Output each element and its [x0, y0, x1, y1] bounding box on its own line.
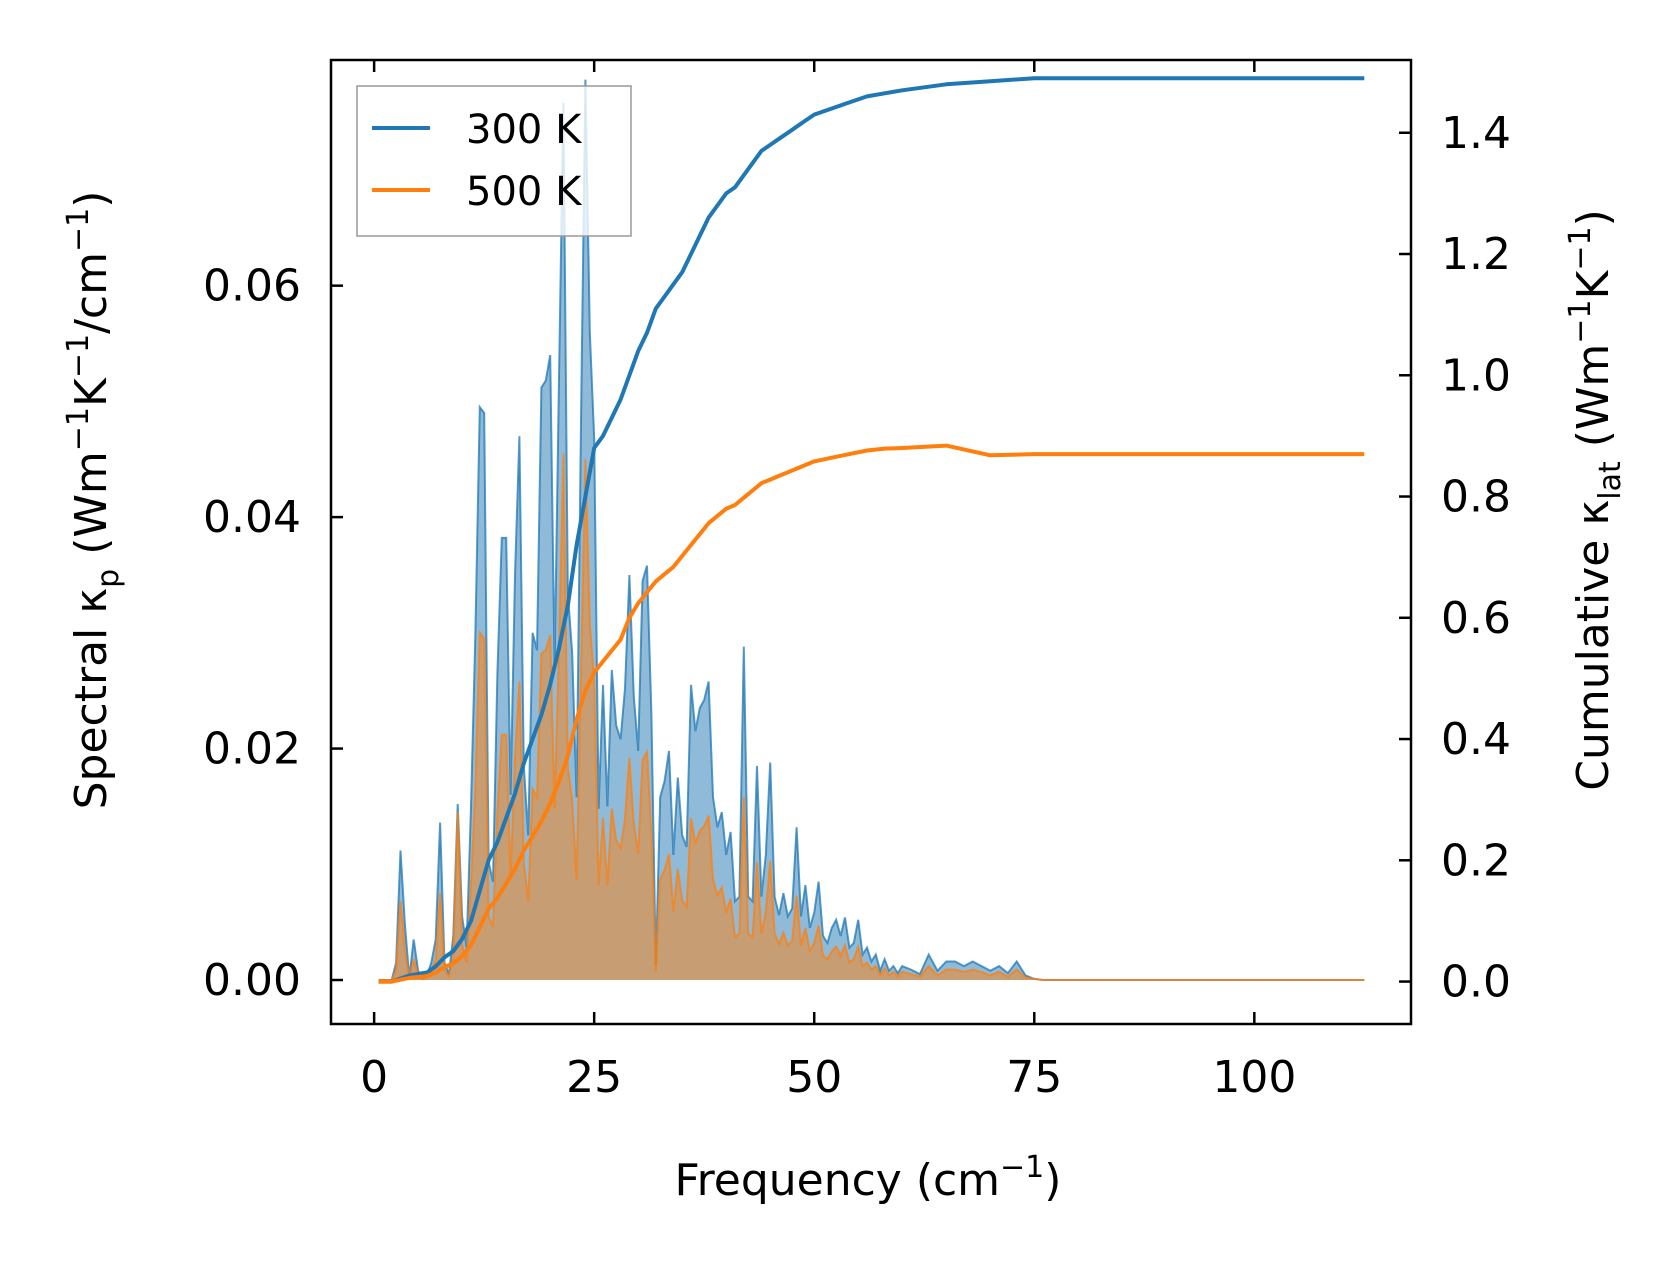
y-axis-left-label: Spectral κp (Wm−1K−1/cm−1): [61, 191, 126, 810]
legend-label-300k: 300 K: [466, 107, 583, 153]
y-right-tick-label: 1.4: [1441, 108, 1511, 159]
x-tick-label: 25: [566, 1052, 622, 1103]
y-left-tick-label: 0.04: [203, 492, 301, 543]
legend-frame: [356, 85, 632, 237]
y-left-tick-label: 0.02: [203, 724, 301, 775]
y-right-tick-label: 0.0: [1441, 957, 1511, 1008]
y-left-tick-label: 0.06: [203, 261, 301, 312]
x-tick-label: 100: [1212, 1052, 1296, 1103]
x-axis-label: Frequency (cm−1): [675, 1150, 1062, 1206]
spectral-line-300k: [378, 79, 1365, 981]
x-tick-label: 0: [360, 1052, 388, 1103]
y-right-tick-label: 0.8: [1441, 472, 1511, 523]
legend-label-500k: 500 K: [466, 169, 583, 215]
plot-frame: [329, 58, 1413, 1026]
y-right-tick-label: 1.0: [1441, 350, 1511, 401]
y-axis-right-label-group: Cumulative κlat (Wm−1K−1): [1563, 209, 1628, 791]
plot-layer: [378, 76, 1365, 984]
y-right-tick-label: 0.2: [1441, 835, 1511, 886]
legend: 300 K 500 K: [356, 85, 632, 237]
spectral-area-300k: [378, 79, 1365, 980]
y-right-tick-label: 1.2: [1441, 229, 1511, 280]
cumulative-line-500k: [378, 443, 1365, 984]
x-tick-label: 75: [1006, 1052, 1062, 1103]
y-axis-left-label-group: Spectral κp (Wm−1K−1/cm−1): [61, 191, 126, 810]
spectral-line-500k: [378, 453, 1365, 981]
y-right-tick-label: 0.6: [1441, 593, 1511, 644]
axes-layer: 0 25 50 75 100 0.00 0.02 0.04 0.06 0.0 0.2 0.4 0.6 0.…: [203, 58, 1511, 1103]
spectral-area-500k: [378, 453, 1365, 980]
cumulative-line-300k: [378, 76, 1365, 984]
y-right-tick-label: 0.4: [1441, 714, 1511, 765]
y-left-tick-label: 0.00: [203, 955, 301, 1006]
x-tick-label: 50: [786, 1052, 842, 1103]
y-axis-right-label: Cumulative κlat (Wm−1K−1): [1563, 209, 1628, 791]
